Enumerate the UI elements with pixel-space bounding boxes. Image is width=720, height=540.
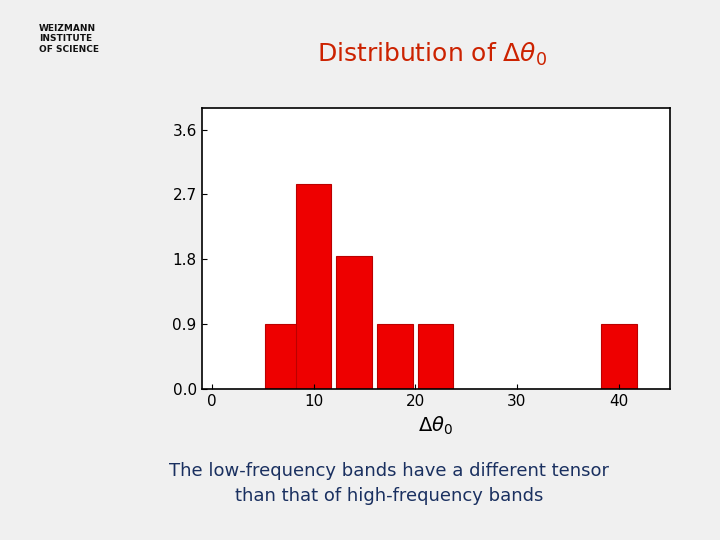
Bar bbox=[377, 324, 413, 389]
Bar bbox=[418, 324, 454, 389]
Text: Distribution of $\Delta\theta_0$: Distribution of $\Delta\theta_0$ bbox=[317, 40, 547, 68]
Bar bbox=[336, 255, 372, 389]
Text: The low-frequency bands have a different tensor
than that of high-frequency band: The low-frequency bands have a different… bbox=[168, 462, 609, 505]
Text: WEIZMANN
INSTITUTE
OF SCIENCE: WEIZMANN INSTITUTE OF SCIENCE bbox=[39, 24, 99, 54]
X-axis label: $\Delta\theta_0$: $\Delta\theta_0$ bbox=[418, 414, 453, 436]
Bar bbox=[601, 324, 636, 389]
Bar bbox=[296, 184, 331, 389]
Bar bbox=[265, 324, 301, 389]
